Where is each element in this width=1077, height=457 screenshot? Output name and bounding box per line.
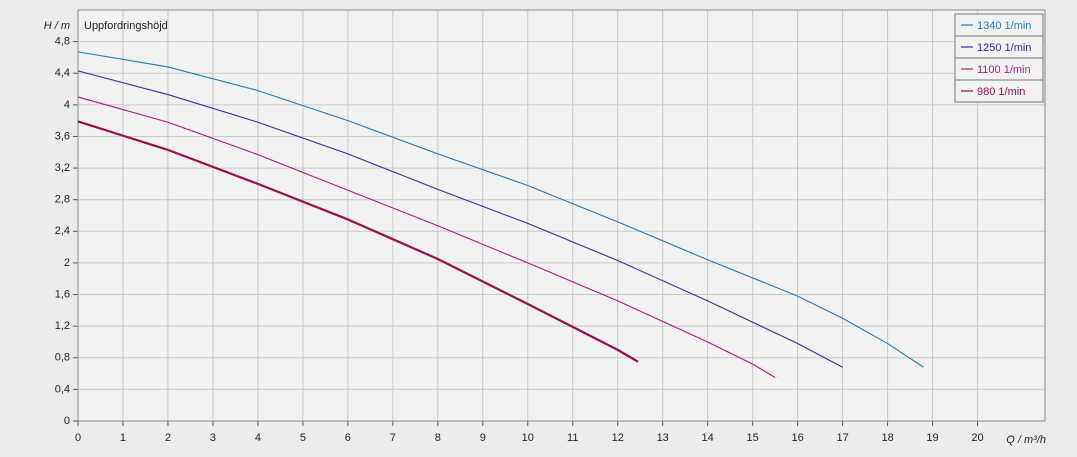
x-tick-label: 2 bbox=[165, 432, 171, 444]
annotation: Uppfordringshöjd bbox=[84, 20, 168, 32]
x-tick-label: 6 bbox=[345, 432, 351, 444]
x-tick-label: 5 bbox=[300, 432, 306, 444]
x-tick-label: 13 bbox=[657, 432, 669, 444]
x-tick-label: 9 bbox=[480, 432, 486, 444]
legend-label: 1100 1/min bbox=[977, 64, 1031, 76]
y-tick-label: 2,8 bbox=[55, 194, 70, 206]
legend-label: 1250 1/min bbox=[977, 42, 1031, 54]
line bbox=[77, 51, 924, 368]
plot-area bbox=[77, 9, 1046, 422]
x-tick-label: 0 bbox=[75, 432, 81, 444]
legend-box bbox=[954, 79, 1044, 103]
y-tick-label: 2,4 bbox=[55, 225, 70, 237]
y-tick-label: 0,4 bbox=[55, 383, 70, 395]
x-tick-label: 15 bbox=[747, 432, 759, 444]
x-tick-label: 20 bbox=[971, 432, 983, 444]
x-tick-label: 16 bbox=[792, 432, 804, 444]
x-tick-label: 14 bbox=[702, 432, 714, 444]
line bbox=[77, 120, 639, 363]
x-tick-label: 10 bbox=[522, 432, 534, 444]
line bbox=[77, 70, 843, 368]
legend-label: 1340 1/min bbox=[977, 20, 1031, 32]
x-tick-label: 12 bbox=[612, 432, 624, 444]
y-tick-label: 4 bbox=[64, 99, 70, 111]
line bbox=[77, 96, 776, 379]
x-tick-label: 3 bbox=[210, 432, 216, 444]
plot-border bbox=[77, 9, 1046, 422]
y-tick-label: 3,6 bbox=[55, 130, 70, 142]
x-tick-label: 1 bbox=[120, 432, 126, 444]
x-tick-label: 17 bbox=[836, 432, 848, 444]
y-tick-label: 2 bbox=[64, 257, 70, 269]
y-tick-label: 0,8 bbox=[55, 352, 70, 364]
y-tick-label: 4,8 bbox=[55, 36, 70, 48]
y-tick-label: 3,2 bbox=[55, 162, 70, 174]
x-tick-label: 18 bbox=[881, 432, 893, 444]
x-axis-label: Q / m³/h bbox=[1006, 434, 1046, 446]
x-tick-label: 4 bbox=[255, 432, 261, 444]
x-tick-label: 7 bbox=[390, 432, 396, 444]
legend-label: 980 1/min bbox=[977, 86, 1025, 98]
y-tick-label: 1,6 bbox=[55, 288, 70, 300]
x-tick-label: 19 bbox=[926, 432, 938, 444]
y-tick-label: 0 bbox=[64, 415, 70, 427]
y-tick-label: 4,4 bbox=[55, 67, 70, 79]
x-tick-label: 8 bbox=[435, 432, 441, 444]
y-axis-label: H / m bbox=[44, 20, 70, 32]
y-tick-label: 1,2 bbox=[55, 320, 70, 332]
x-tick-label: 11 bbox=[567, 432, 578, 444]
